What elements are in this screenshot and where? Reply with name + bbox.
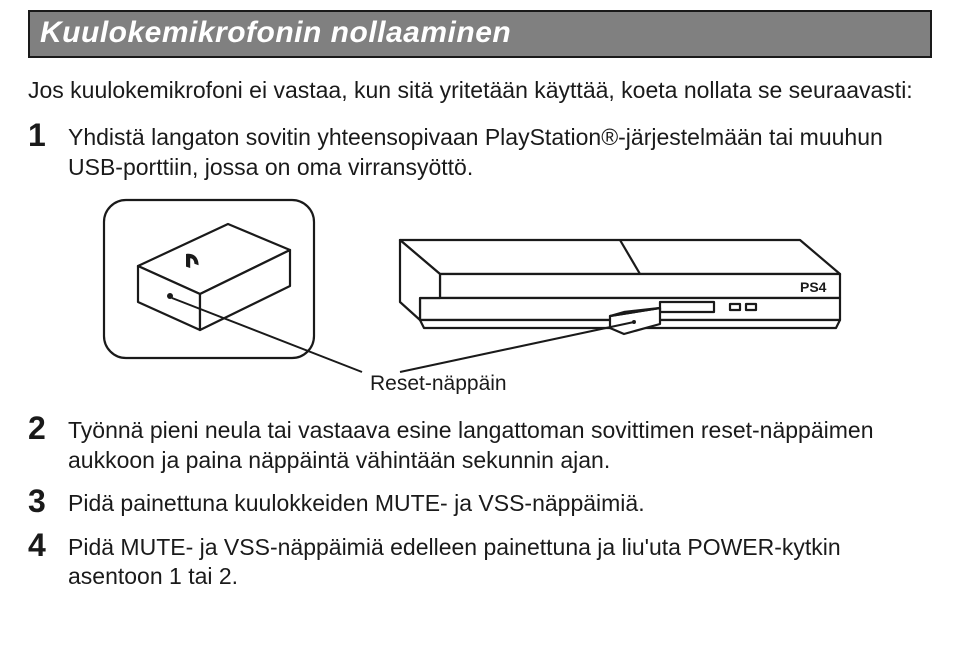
step-1: 1 Yhdistä langaton sovitin yhteensopivaa…	[28, 119, 932, 182]
step-3: 3 Pidä painettuna kuulokkeiden MUTE- ja …	[28, 485, 932, 518]
reset-diagram: PS4 Reset-näppäin	[100, 194, 860, 394]
step-text: Työnnä pieni neula tai vastaava esine la…	[68, 412, 932, 475]
step-number: 1	[28, 119, 60, 151]
step-number: 4	[28, 529, 60, 561]
intro-paragraph: Jos kuulokemikrofoni ei vastaa, kun sitä…	[28, 76, 932, 105]
step-text: Yhdistä langaton sovitin yhteensopivaan …	[68, 119, 932, 182]
reset-caption: Reset-näppäin	[370, 372, 507, 394]
section-title-bar: Kuulokemikrofonin nollaaminen	[28, 10, 932, 58]
diagram-container: PS4 Reset-näppäin	[28, 194, 932, 394]
step-text: Pidä MUTE- ja VSS-näppäimiä edelleen pai…	[68, 529, 932, 592]
step-number: 3	[28, 485, 60, 517]
section-title: Kuulokemikrofonin nollaaminen	[40, 16, 920, 50]
step-4: 4 Pidä MUTE- ja VSS-näppäimiä edelleen p…	[28, 529, 932, 592]
console-icon: PS4	[400, 240, 840, 334]
step-2: 2 Työnnä pieni neula tai vastaava esine …	[28, 412, 932, 475]
step-text: Pidä painettuna kuulokkeiden MUTE- ja VS…	[68, 485, 645, 518]
ps4-label: PS4	[800, 279, 827, 295]
manual-page: Kuulokemikrofonin nollaaminen Jos kuulok…	[0, 0, 960, 622]
step-number: 2	[28, 412, 60, 444]
